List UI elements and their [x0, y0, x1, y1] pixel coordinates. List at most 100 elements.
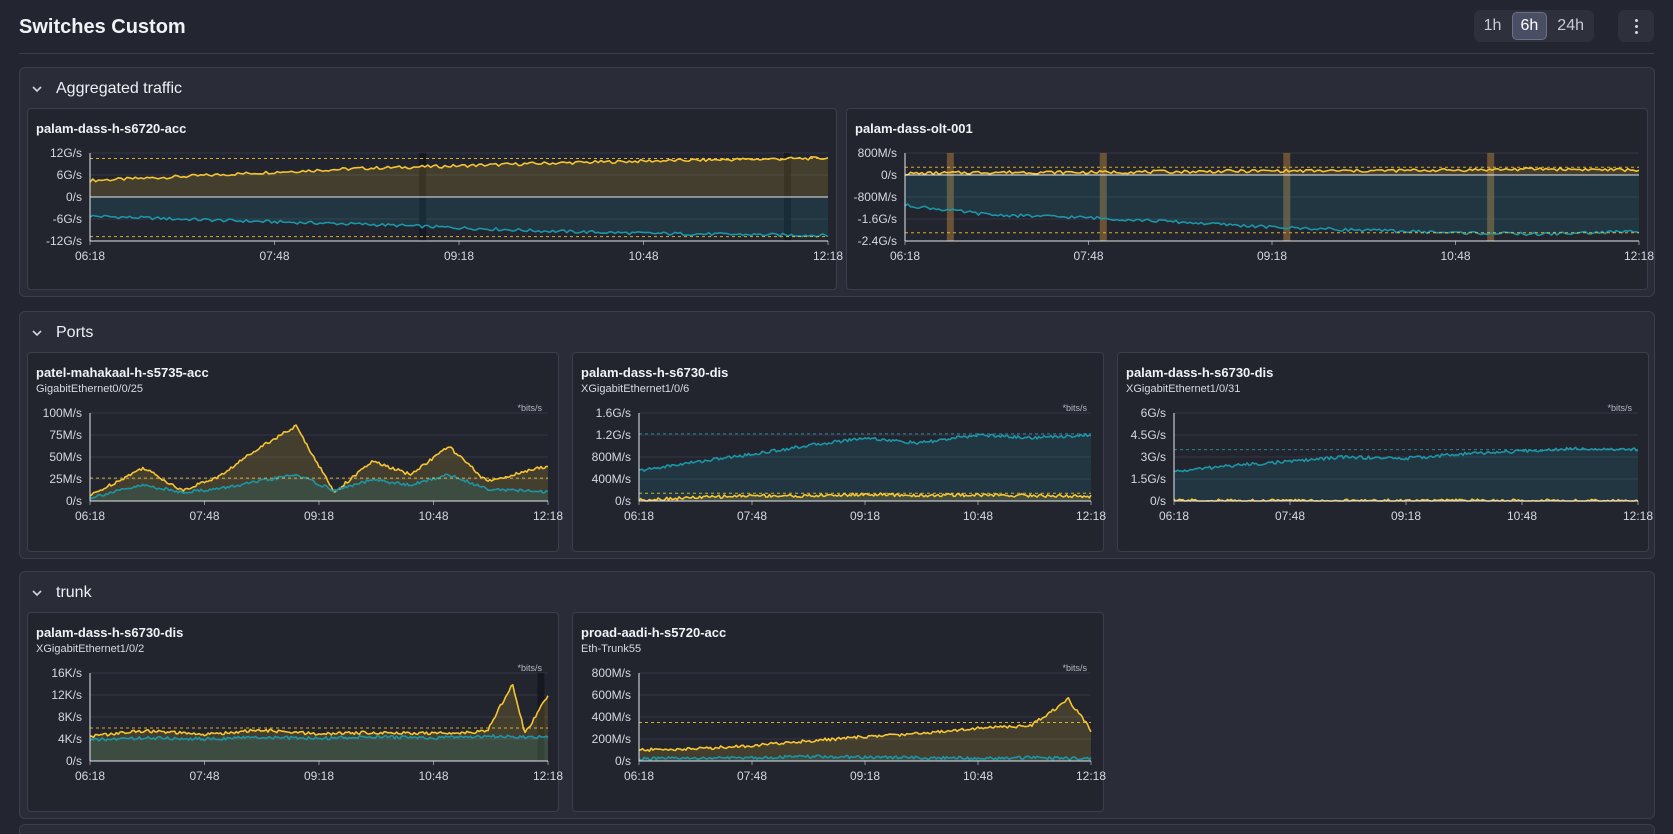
series-line — [89, 214, 829, 238]
traffic-chart: 800M/s 0/s -800M/s -1.6G/s -2.4G/s06:18 07:48… — [854, 146, 1655, 263]
time-range-24h-button[interactable]: 24h — [1557, 17, 1584, 34]
x-tick-label: 06:18 — [1159, 509, 1189, 523]
chevron-down-icon — [32, 590, 42, 597]
series-area — [1174, 447, 1638, 501]
section-trunk: trunk palam-dass-h-s6730-dis XGigabitEth… — [19, 571, 1655, 819]
panel-title: palam-dass-olt-001 — [855, 121, 973, 136]
y-tick-label: 6G/s — [1141, 406, 1166, 420]
y-tick-label: 8K/s — [58, 710, 82, 724]
chart-panel: proad-aadi-h-s5720-acc Eth-Trunk55 *bits… — [572, 612, 1107, 812]
panel-subtitle: GigabitEthernet0/0/25 — [36, 383, 144, 395]
panel-title: palam-dass-h-s6720-acc — [36, 121, 187, 136]
y-tick-label: 0/s — [66, 754, 82, 768]
section-title: Ports — [56, 324, 94, 341]
series-line — [89, 156, 829, 183]
more-vertical-icon — [1634, 30, 1638, 34]
x-tick-label: 09:18 — [444, 249, 474, 263]
x-tick-label: 12:18 — [533, 769, 563, 783]
more-vertical-icon — [1634, 24, 1638, 28]
more-menu-button[interactable] — [1618, 10, 1654, 42]
y-tick-label: 16K/s — [51, 666, 82, 680]
y-tick-label: 800M/s — [592, 666, 631, 680]
x-tick-label: 12:18 — [1623, 509, 1653, 523]
series-area — [905, 175, 1639, 236]
unit-label: *bits/s — [517, 403, 542, 413]
series-line — [1173, 446, 1639, 473]
unit-label: *bits/s — [1062, 403, 1087, 413]
y-tick-label: 0/s — [881, 168, 897, 182]
traffic-chart: 12G/s 6G/s 0/s -6G/s -12G/s06:18 07:48 09:18 10… — [46, 146, 843, 263]
data-gap-band — [946, 153, 954, 241]
y-tick-label: 75M/s — [49, 428, 82, 442]
data-gap-band — [1283, 153, 1291, 241]
y-tick-label: 1.6G/s — [596, 406, 631, 420]
x-tick-label: 09:18 — [304, 509, 334, 523]
series-line — [639, 697, 1092, 752]
time-range-1h-button[interactable]: 1h — [1483, 17, 1502, 34]
traffic-chart: 100M/s 75M/s 50M/s 25M/s 0/s06:18 07:48 09:18 1… — [43, 406, 564, 523]
x-tick-label: 12:18 — [1624, 249, 1654, 263]
y-tick-label: 3G/s — [1141, 450, 1166, 464]
data-gap-band — [537, 673, 545, 761]
panel-title: patel-mahakaal-h-s5735-acc — [36, 365, 209, 380]
page-header: Switches Custom 1h 6h 24h — [19, 10, 1654, 54]
y-tick-label: 100M/s — [43, 406, 82, 420]
y-tick-label: 800M/s — [592, 450, 631, 464]
x-tick-label: 09:18 — [850, 769, 880, 783]
x-tick-label: 10:48 — [1507, 509, 1537, 523]
y-tick-label: -12G/s — [46, 234, 82, 248]
page-title: Switches Custom — [19, 16, 186, 38]
y-tick-label: 0/s — [1150, 494, 1166, 508]
x-tick-label: 10:48 — [1440, 249, 1470, 263]
traffic-chart: 800M/s 600M/s 400M/s 200M/s 0/s06:18 07:48 09:… — [592, 666, 1107, 783]
unit-label: *bits/s — [1062, 663, 1087, 673]
x-tick-label: 09:18 — [850, 509, 880, 523]
y-tick-label: 0/s — [615, 494, 631, 508]
x-tick-label: 06:18 — [624, 509, 654, 523]
series-line — [89, 684, 549, 739]
series-line — [89, 734, 549, 742]
series-area — [90, 474, 548, 501]
section-ports: Ports patel-mahakaal-h-s5735-acc Gigabit… — [19, 311, 1655, 559]
section-toggle[interactable]: Ports — [32, 320, 93, 346]
time-range-6h-button[interactable]: 6h — [1511, 12, 1548, 40]
x-tick-label: 09:18 — [304, 769, 334, 783]
x-tick-label: 07:48 — [1275, 509, 1305, 523]
x-tick-label: 12:18 — [813, 249, 843, 263]
x-tick-label: 06:18 — [75, 509, 105, 523]
series-line — [638, 754, 1092, 761]
y-tick-label: 4K/s — [58, 732, 82, 746]
x-tick-label: 12:18 — [1076, 509, 1106, 523]
series-area — [90, 684, 548, 761]
chart-panel: patel-mahakaal-h-s5735-acc GigabitEthern… — [27, 352, 564, 552]
y-tick-label: 4.5G/s — [1131, 428, 1166, 442]
y-tick-label: 25M/s — [49, 472, 82, 486]
section-toggle[interactable]: trunk — [32, 580, 92, 606]
y-tick-label: -6G/s — [53, 212, 82, 226]
time-range-selector: 1h 6h 24h — [1473, 10, 1594, 42]
chart-panel: palam-dass-h-s6730-dis XGigabitEthernet1… — [1117, 352, 1653, 552]
section-toggle[interactable]: Aggregated traffic — [32, 76, 182, 102]
y-tick-label: 1.5G/s — [1131, 472, 1166, 486]
series-line — [89, 424, 549, 497]
traffic-chart: 1.6G/s 1.2G/s 800M/s 400M/s 0/s06:18 07:48 09:… — [592, 406, 1107, 523]
series-line — [89, 473, 549, 500]
x-tick-label: 06:18 — [890, 249, 920, 263]
x-tick-label: 12:18 — [533, 509, 563, 523]
y-tick-label: 0/s — [66, 190, 82, 204]
panel-title: proad-aadi-h-s5720-acc — [581, 625, 727, 640]
panel-title: palam-dass-h-s6730-dis — [36, 625, 184, 640]
panel-subtitle: Eth-Trunk55 — [581, 643, 642, 655]
chevron-down-icon — [32, 330, 42, 337]
series-area — [639, 493, 1091, 501]
next-section-edge — [19, 824, 1655, 834]
series-line — [638, 433, 1092, 472]
panel-subtitle: XGigabitEthernet1/0/2 — [36, 643, 145, 655]
x-tick-label: 06:18 — [624, 769, 654, 783]
chart-panel: palam-dass-olt-001 800M/s 0/s -800M/s -1.6G… — [846, 108, 1655, 290]
y-tick-label: 400M/s — [592, 710, 631, 724]
data-gap-band — [1487, 153, 1495, 241]
data-gap-band — [1099, 153, 1107, 241]
series-area — [90, 156, 828, 197]
x-tick-label: 07:48 — [737, 769, 767, 783]
